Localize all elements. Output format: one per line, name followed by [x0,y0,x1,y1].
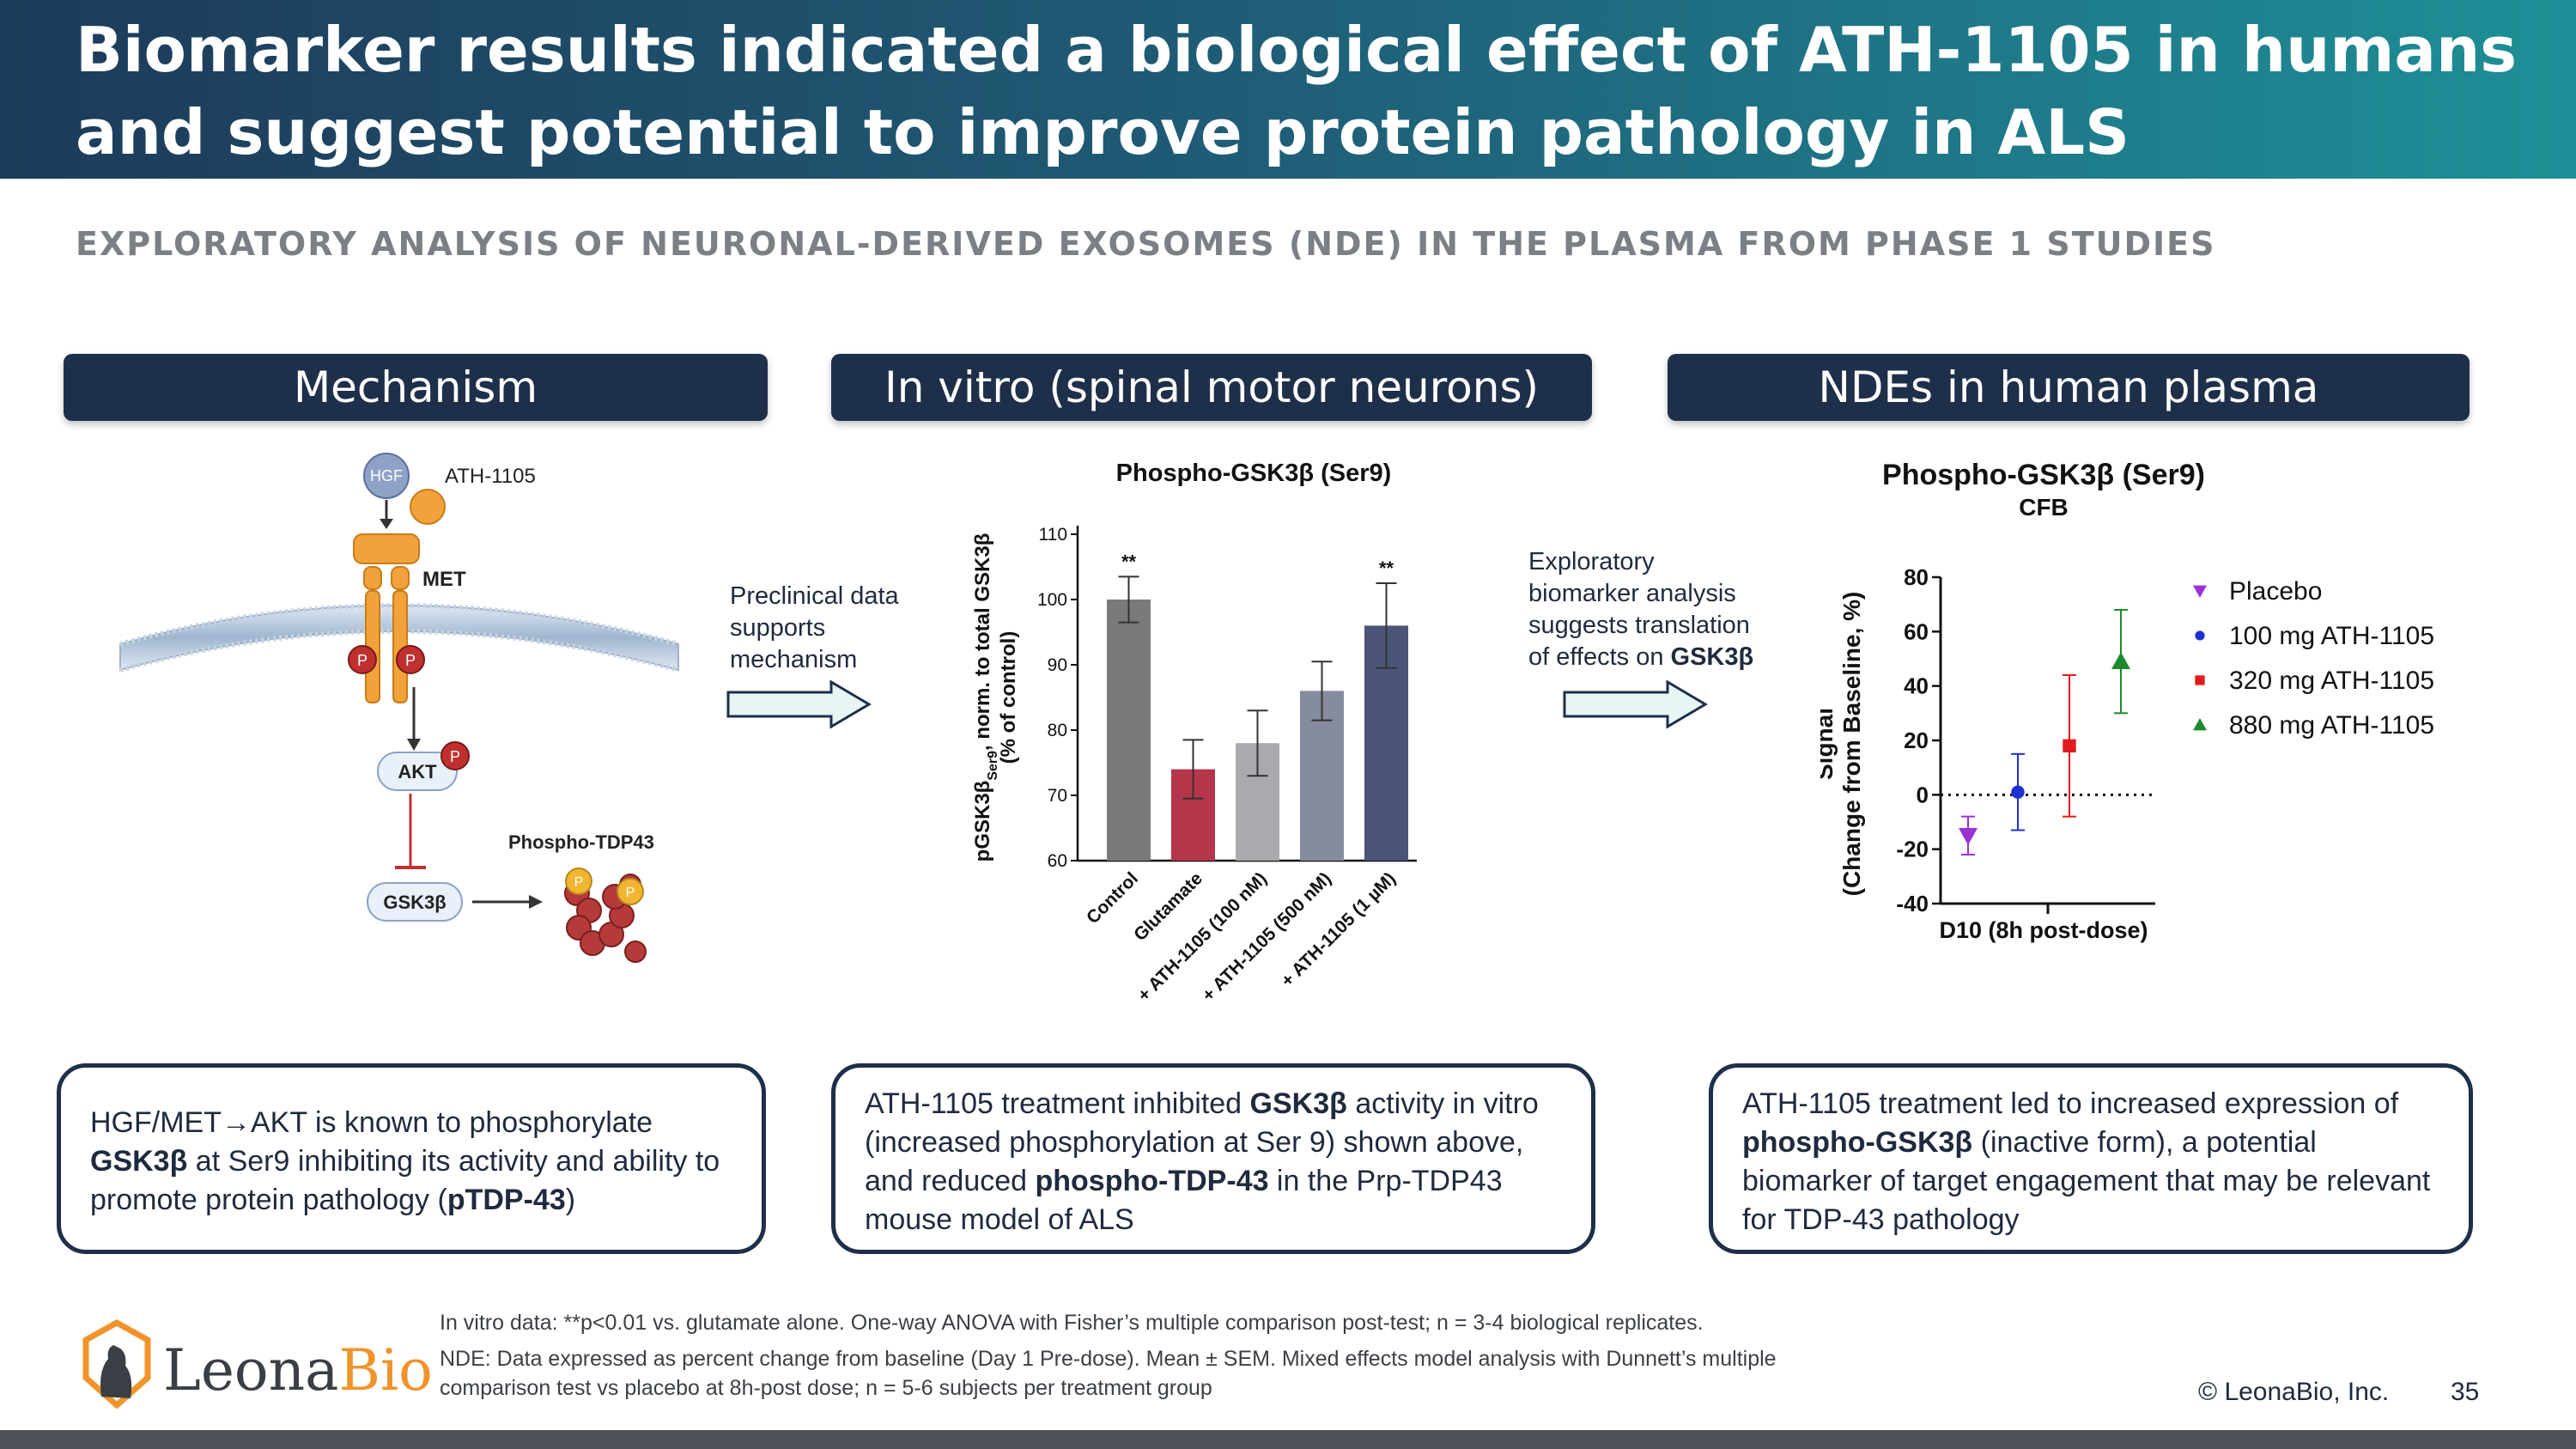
bar-chart-ytick-label: 80 [1048,721,1067,740]
met-label: MET [422,568,466,591]
drug-label: ATH-1105 [445,465,536,488]
marker-circle [2011,785,2025,799]
leonabio-logo-icon [82,1319,151,1409]
mechanism-diagram: HGF ATH-1105 MET P P AKT P GSK3β Phospho… [119,453,679,963]
marker-triangle-up [2193,718,2207,731]
svg-text:P: P [626,886,635,900]
bar-chart-ytick-label: 70 [1048,786,1067,806]
arrow2-text: Exploratory biomarker analysis suggests … [1528,548,1754,671]
page-subtitle: EXPLORATORY ANALYSIS OF NEURONAL-DERIVED… [76,225,2216,263]
bar-category-label: + ATH-1105 (100 nM) [1134,868,1271,1005]
scatter-ylabel-line2: (Change from Baseline, %) [1838,592,1865,897]
ath-1105-molecule [410,489,446,525]
bar-chart-ytick-label: 100 [1037,590,1067,610]
invitro-heading: In vitro (spinal motor neurons) [831,354,1592,421]
invitro-bar-chart: Phospho-GSK3β (Ser9) pGSK3βSer9, norm. to… [971,460,1417,1006]
hgf-label: HGF [370,467,403,484]
marker-square [2195,675,2205,685]
phospho-tdp43-label: Phospho-TDP43 [508,831,654,853]
bar-chart-ytick-label: 60 [1048,851,1067,871]
header-bar [0,0,2576,179]
invitro-textbox: ATH-1105 treatment inhibited GSK3β activ… [831,1063,1595,1254]
legend-label: 320 mg ATH-1105 [2229,667,2434,695]
marker-circle [2195,630,2205,641]
bar-category-label: Control [1083,868,1142,928]
svg-text:P: P [405,652,416,669]
marker-triangle-down [1959,828,1978,845]
arrow1-shape [726,679,872,729]
akt-node [377,752,458,791]
legend-label: 880 mg ATH-1105 [2229,711,2434,740]
scatter-ylabel-line1: Signal [1820,708,1838,780]
bar [1107,600,1151,861]
scatter-ytick-label: -20 [1896,837,1929,862]
scatter-chart-subtitle: CFB [2019,494,2069,521]
footnotes: In vitro data: **p<0.01 vs. glutamate al… [440,1311,1777,1400]
bar-category-label: + ATH-1105 (1 µM) [1278,868,1400,990]
scatter-chart-title: Phospho-GSK3β (Ser9) [1882,459,2205,491]
significance-label: ** [1121,551,1137,572]
copyright: © LeonaBio, Inc. [2198,1378,2390,1406]
svg-text:P: P [357,652,368,669]
scatter-ytick-label: 0 [1917,782,1929,807]
bar-category-label: + ATH-1105 (500 nM) [1199,868,1335,1005]
arrow2-shape [1563,679,1708,729]
gsk3b-node [367,882,463,922]
marker-triangle-down [2193,585,2207,598]
bar-chart-ylabel: pGSK3βSer9, norm. to total GSK3β [971,533,1000,862]
legend-label: 100 mg ATH-1105 [2229,622,2434,650]
significance-label: ** [1379,557,1394,579]
nde-heading: NDEs in human plasma [1668,354,2470,421]
gsk3b-label: GSK3β [383,892,446,913]
bar-chart-title: Phospho-GSK3β (Ser9) [1116,460,1392,487]
svg-text:P: P [450,748,460,765]
nde-textbox: ATH-1105 treatment led to increased expr… [1709,1063,2473,1254]
page-number: 35 [2451,1378,2480,1406]
bar-chart-ytick-label: 90 [1048,655,1067,675]
scatter-ytick-label: 20 [1904,728,1929,753]
page-title: Biomarker results indicated a biological… [76,14,2518,168]
arrow1-text: Preclinical data supports mechanism [730,582,899,673]
scatter-xlabel: D10 (8h post-dose) [1939,917,2148,943]
bar-chart-ytick-label: 110 [1039,525,1067,545]
bar-chart-ylabel-line2: (% of control) [997,631,1020,764]
scatter-ytick-label: 80 [1904,564,1929,590]
scatter-ytick-label: 60 [1904,618,1929,644]
legend-label: Placebo [2229,577,2322,606]
scatter-ytick-label: -40 [1896,891,1929,916]
mechanism-textbox: HGF/MET→AKT is known to phosphorylate GS… [57,1063,766,1254]
svg-text:P: P [574,875,584,890]
marker-triangle-up [2111,652,2130,669]
leonabio-logo-text: LeonaBio [163,1337,433,1403]
footer-bar [0,1430,2576,1449]
scatter-ytick-label: 40 [1904,673,1929,699]
marker-square [2063,739,2076,753]
mechanism-heading: Mechanism [64,354,768,421]
hgf-circle [363,453,410,499]
akt-label: AKT [398,761,437,782]
nde-scatter-chart: Phospho-GSK3β (Ser9) CFB Signal (Change fro… [1820,459,2434,943]
